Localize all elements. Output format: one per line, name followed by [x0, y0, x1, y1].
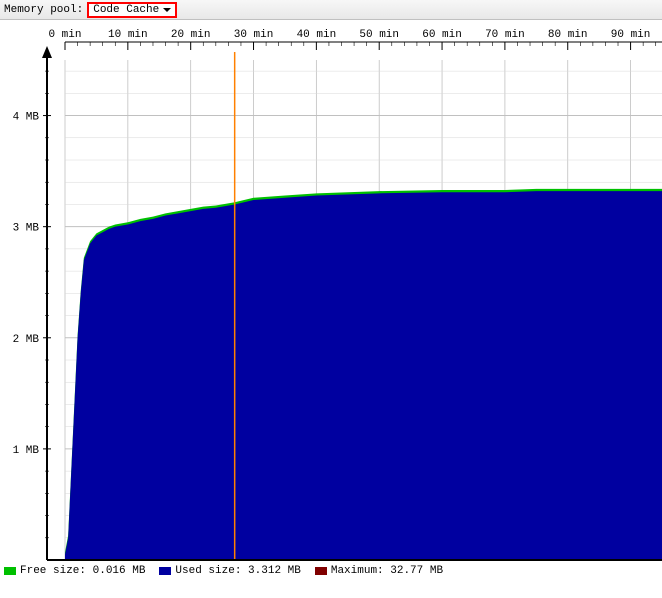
svg-text:2 MB: 2 MB: [13, 334, 40, 346]
chart-area: 0 min 10 min 20 min 30 min 40 min 50 min 60 mi…: [0, 20, 662, 580]
memory-pool-label: Memory pool:: [4, 4, 83, 16]
swatch-used: [159, 567, 171, 575]
svg-text:50 min: 50 min: [359, 29, 399, 41]
header-bar: Memory pool: Code Cache: [0, 0, 662, 20]
legend-free: Free size: 0.016 MB: [4, 565, 145, 577]
legend-max: Maximum: 32.77 MB: [315, 565, 443, 577]
legend-free-text: Free size: 0.016 MB: [20, 565, 145, 577]
legend-used-text: Used size: 3.312 MB: [175, 565, 300, 577]
legend-max-text: Maximum: 32.77 MB: [331, 565, 443, 577]
dropdown-selected: Code Cache: [93, 4, 159, 16]
svg-text:30 min: 30 min: [234, 29, 274, 41]
svg-text:70 min: 70 min: [485, 29, 525, 41]
swatch-free: [4, 567, 16, 575]
svg-text:0 min: 0 min: [48, 29, 81, 41]
swatch-max: [315, 567, 327, 575]
svg-text:1 MB: 1 MB: [13, 445, 40, 457]
memory-pool-dropdown[interactable]: Code Cache: [87, 2, 177, 18]
svg-text:10 min: 10 min: [108, 29, 148, 41]
svg-text:80 min: 80 min: [548, 29, 588, 41]
svg-text:90 min: 90 min: [611, 29, 651, 41]
chevron-down-icon: [163, 8, 171, 12]
legend-used: Used size: 3.312 MB: [159, 565, 300, 577]
svg-text:60 min: 60 min: [422, 29, 462, 41]
svg-text:4 MB: 4 MB: [13, 112, 40, 124]
svg-text:3 MB: 3 MB: [13, 223, 40, 235]
chart-legend: Free size: 0.016 MB Used size: 3.312 MB …: [0, 562, 662, 580]
svg-text:40 min: 40 min: [297, 29, 337, 41]
svg-text:20 min: 20 min: [171, 29, 211, 41]
memory-chart: 0 min 10 min 20 min 30 min 40 min 50 min 60 mi…: [0, 20, 662, 580]
